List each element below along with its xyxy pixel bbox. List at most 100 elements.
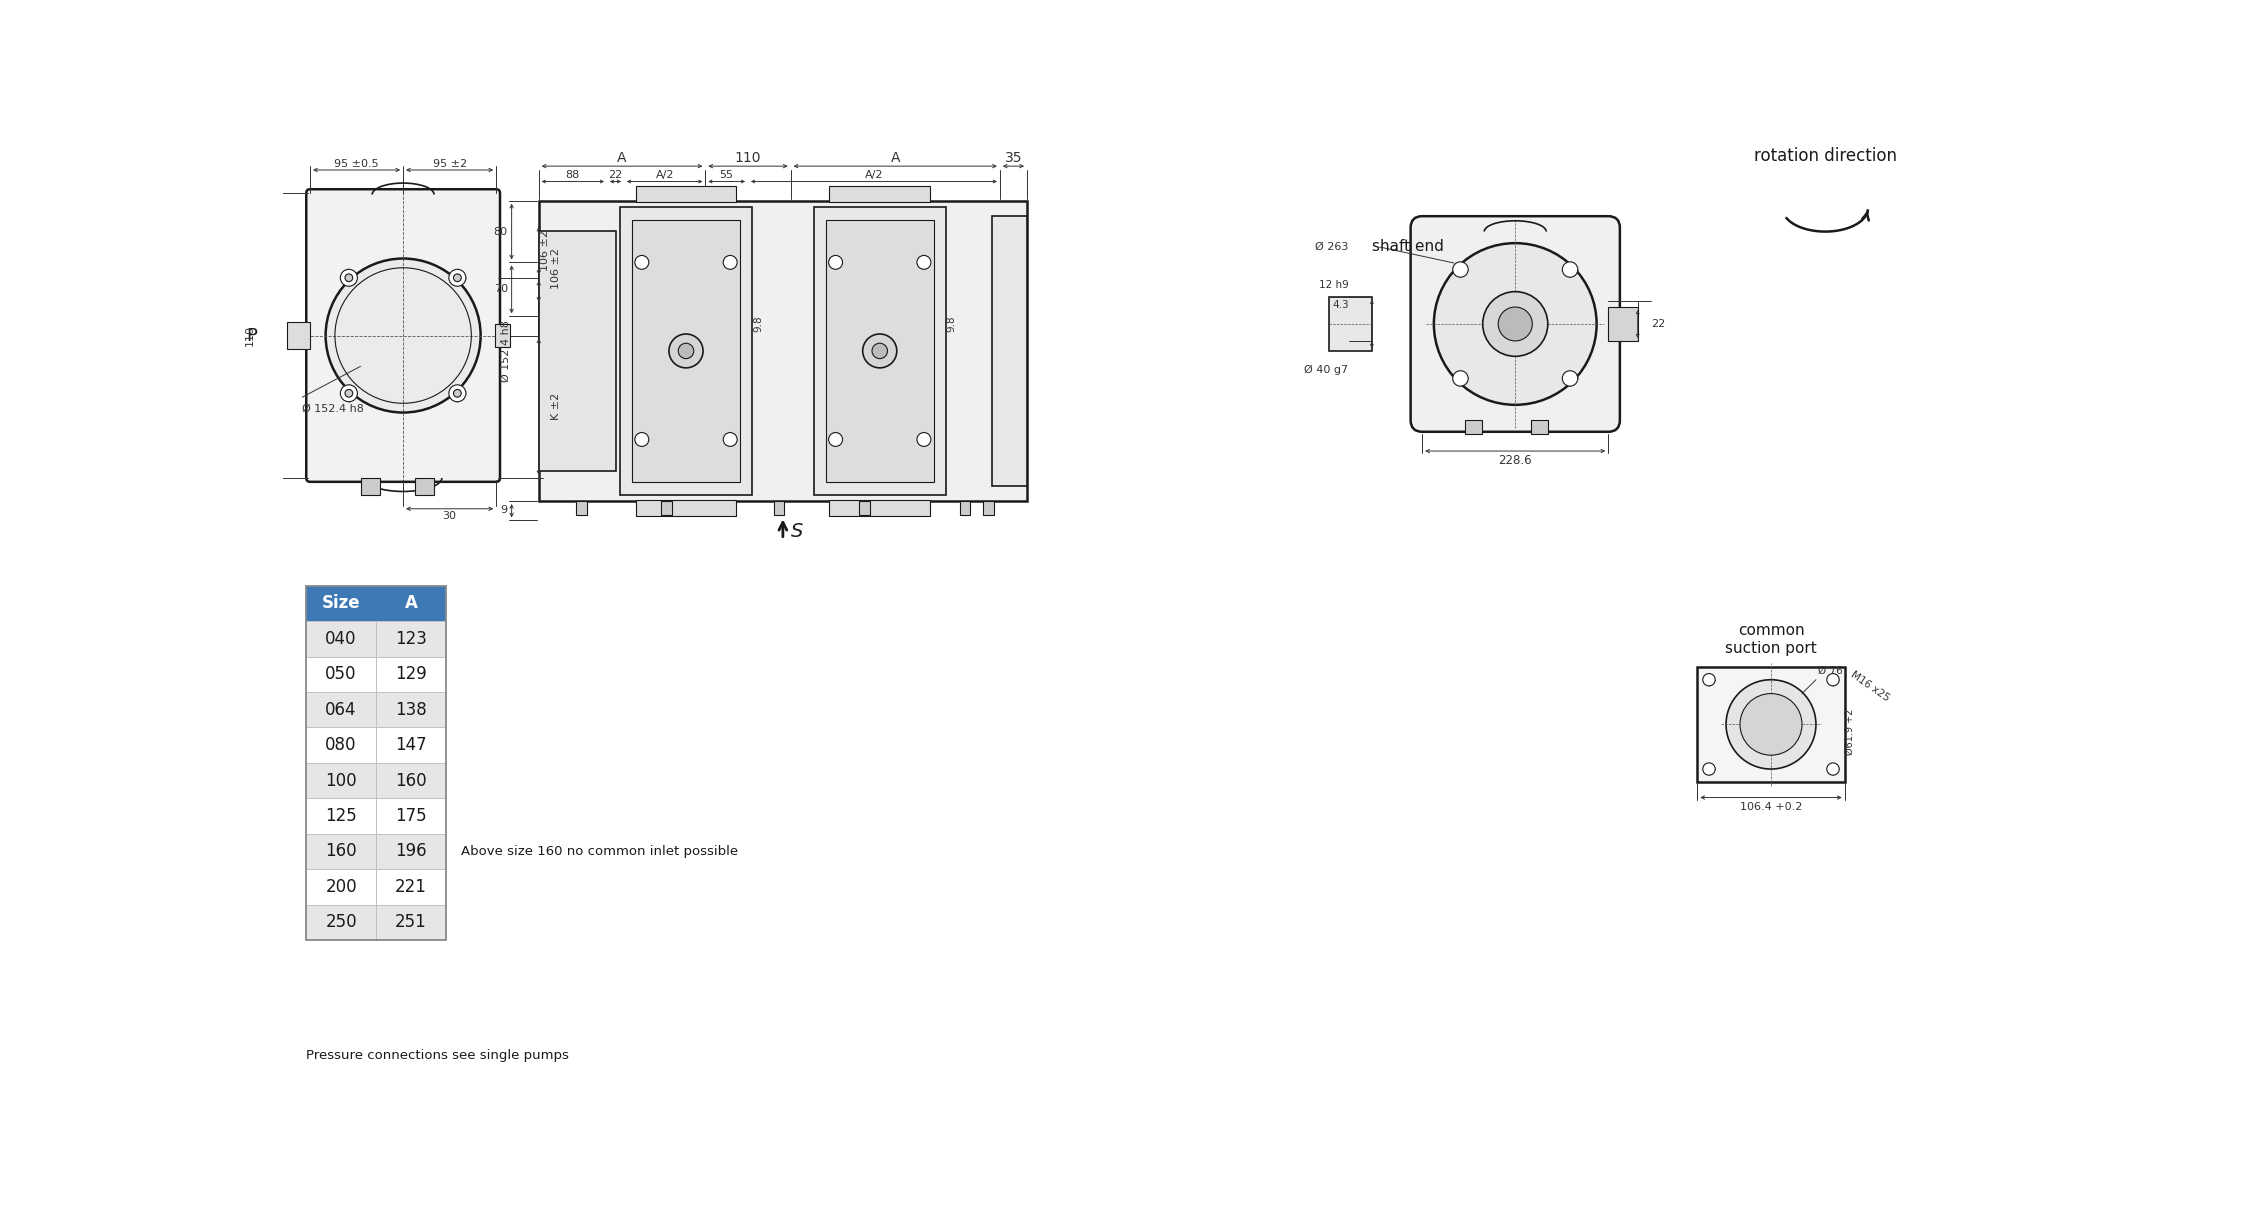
Text: A: A xyxy=(890,152,901,165)
Text: 22: 22 xyxy=(1650,319,1664,329)
Text: 88: 88 xyxy=(566,170,580,180)
Circle shape xyxy=(634,432,650,447)
Bar xyxy=(858,501,869,515)
Text: 12 h9: 12 h9 xyxy=(1320,280,1349,290)
Bar xyxy=(360,479,380,494)
Text: 95 ±0.5: 95 ±0.5 xyxy=(335,159,378,169)
Bar xyxy=(661,501,672,515)
Text: 110: 110 xyxy=(736,152,761,165)
Circle shape xyxy=(340,269,358,286)
Circle shape xyxy=(1453,371,1467,386)
Bar xyxy=(632,220,740,482)
Bar xyxy=(494,324,509,348)
Bar xyxy=(1465,420,1483,435)
Circle shape xyxy=(1827,763,1838,775)
Text: A/2: A/2 xyxy=(657,170,675,180)
Text: S: S xyxy=(790,523,804,541)
Bar xyxy=(539,201,1028,501)
Circle shape xyxy=(340,384,358,401)
Text: Above size 160 no common inlet possible: Above size 160 no common inlet possible xyxy=(462,845,738,858)
Text: 138: 138 xyxy=(394,701,426,718)
Text: Size: Size xyxy=(321,595,360,612)
Circle shape xyxy=(1433,244,1596,405)
Bar xyxy=(414,479,435,494)
Bar xyxy=(826,220,935,482)
Text: 040: 040 xyxy=(326,630,358,647)
Circle shape xyxy=(634,256,650,269)
Bar xyxy=(306,586,446,940)
Circle shape xyxy=(722,432,738,447)
Text: 9.8: 9.8 xyxy=(946,316,958,332)
Circle shape xyxy=(1453,262,1467,277)
Text: 129: 129 xyxy=(394,666,426,683)
Circle shape xyxy=(453,274,462,282)
Text: Ø61.9 +2: Ø61.9 +2 xyxy=(1845,709,1854,755)
Bar xyxy=(306,798,446,834)
Text: 251: 251 xyxy=(394,913,426,931)
FancyBboxPatch shape xyxy=(306,190,500,482)
Bar xyxy=(636,501,736,515)
Text: common
suction port: common suction port xyxy=(1725,623,1818,656)
Text: rotation direction: rotation direction xyxy=(1755,147,1897,165)
Text: 123: 123 xyxy=(394,630,428,647)
Text: 221: 221 xyxy=(394,878,428,896)
Text: shaft end: shaft end xyxy=(1372,240,1444,255)
Circle shape xyxy=(1703,673,1716,685)
Bar xyxy=(636,186,736,202)
Bar xyxy=(306,905,446,940)
Text: 30: 30 xyxy=(444,512,457,521)
Text: Ø 40 g7: Ø 40 g7 xyxy=(1304,365,1349,376)
Bar xyxy=(306,727,446,763)
Text: A/2: A/2 xyxy=(865,170,883,180)
Bar xyxy=(813,207,946,494)
Text: 196: 196 xyxy=(394,842,426,860)
Bar xyxy=(306,869,446,905)
Bar xyxy=(620,207,752,494)
Bar xyxy=(539,231,616,471)
Circle shape xyxy=(448,384,466,401)
Text: 147: 147 xyxy=(394,736,426,754)
Bar xyxy=(575,501,586,515)
Text: 125: 125 xyxy=(326,807,358,825)
Circle shape xyxy=(344,389,353,397)
Text: A: A xyxy=(405,595,417,612)
Circle shape xyxy=(679,343,693,359)
Bar xyxy=(306,834,446,869)
Circle shape xyxy=(1562,371,1578,386)
Text: 4.3: 4.3 xyxy=(1331,300,1349,310)
Circle shape xyxy=(1827,673,1838,685)
Circle shape xyxy=(1499,307,1533,341)
Bar xyxy=(306,763,446,798)
Circle shape xyxy=(1741,694,1802,755)
Text: 70: 70 xyxy=(494,284,507,294)
Text: A: A xyxy=(618,152,627,165)
Bar xyxy=(1530,420,1549,435)
Bar xyxy=(829,186,931,202)
Text: 80: 80 xyxy=(494,226,507,236)
Circle shape xyxy=(344,274,353,282)
Circle shape xyxy=(917,432,931,447)
Circle shape xyxy=(863,334,897,368)
Text: 9: 9 xyxy=(500,506,507,515)
Text: 106 ±2: 106 ±2 xyxy=(550,247,561,289)
Bar xyxy=(1607,307,1637,341)
Circle shape xyxy=(326,258,480,412)
Circle shape xyxy=(829,256,842,269)
Bar xyxy=(306,656,446,692)
Text: 100: 100 xyxy=(326,771,358,789)
Circle shape xyxy=(448,269,466,286)
Bar xyxy=(288,322,310,349)
Bar xyxy=(306,586,446,622)
Text: P: P xyxy=(247,327,258,344)
Circle shape xyxy=(1483,291,1549,356)
Circle shape xyxy=(872,343,887,359)
Text: 35: 35 xyxy=(1005,152,1021,165)
Bar xyxy=(992,215,1028,486)
Circle shape xyxy=(1703,763,1716,775)
Circle shape xyxy=(668,334,704,368)
Text: 9.8: 9.8 xyxy=(754,316,763,332)
FancyBboxPatch shape xyxy=(1410,217,1619,432)
Circle shape xyxy=(829,432,842,447)
Bar xyxy=(306,622,446,656)
Circle shape xyxy=(453,389,462,397)
